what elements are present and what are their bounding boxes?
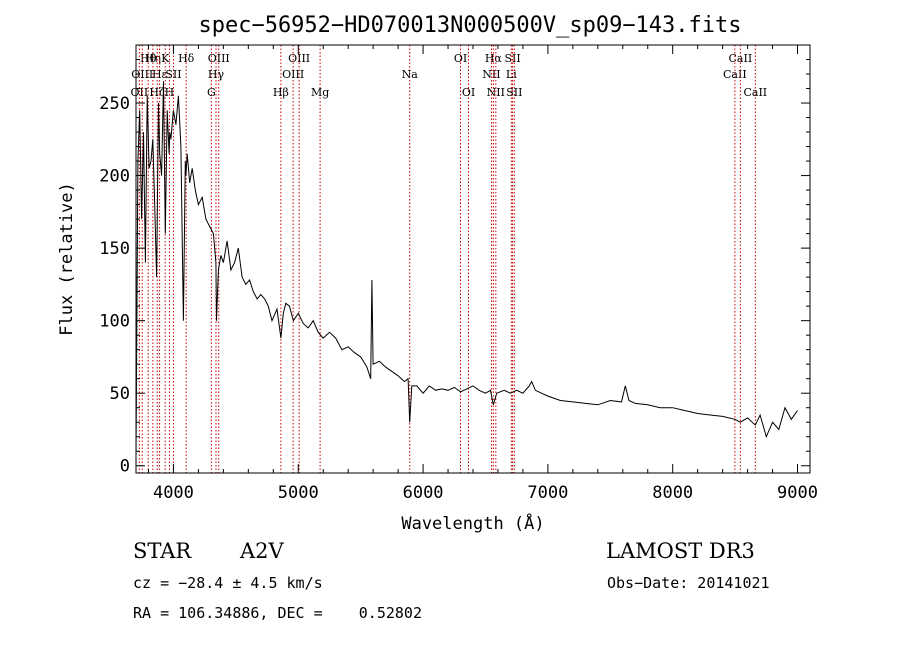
line-label: OIII [131, 68, 153, 81]
line-label: Hδ [178, 52, 195, 65]
x-axis-label: Wavelength (Å) [401, 512, 544, 534]
x-tick-label: 5000 [278, 483, 319, 503]
y-tick-label: 0 [120, 457, 130, 477]
line-label: Hζ [149, 86, 165, 99]
line-label: SII [165, 68, 181, 81]
obs-date: Obs−Date: 20141021 [607, 574, 770, 592]
line-label: OIII [282, 68, 304, 81]
line-label: K [161, 52, 170, 65]
x-tick-label: 7000 [527, 483, 568, 503]
line-label: Hη [145, 52, 161, 65]
line-label: Li [506, 68, 517, 81]
y-tick-label: 150 [99, 239, 130, 259]
line-label: OI [454, 52, 467, 65]
object-subclass: A2V [240, 539, 284, 563]
y-tick-label: 50 [110, 384, 130, 404]
y-tick-label: 250 [99, 94, 130, 114]
line-label: Hγ [208, 68, 225, 81]
line-label: G [207, 86, 216, 99]
x-tick-label: 6000 [403, 483, 444, 503]
chart-title: spec−56952−HD070013N000500V_sp09−143.fit… [198, 13, 741, 38]
line-label: Mg [311, 86, 329, 99]
line-label: NII [482, 68, 500, 81]
y-tick-label: 200 [99, 167, 130, 187]
line-label: Hθ [140, 52, 157, 65]
line-label: Hε [152, 68, 168, 81]
line-label: NII [487, 86, 505, 99]
x-tick-label: 9000 [777, 483, 818, 503]
line-label: SII [504, 52, 520, 65]
spectrum-line [135, 81, 798, 459]
line-label: CaII [743, 86, 767, 99]
plot-frame [135, 44, 811, 474]
line-label: OIII [208, 52, 230, 65]
line-label: OII [131, 86, 149, 99]
redshift-cz: cz = −28.4 ± 4.5 km/s [133, 574, 323, 592]
survey-name: LAMOST DR3 [606, 539, 755, 563]
line-label: SII [506, 86, 522, 99]
line-label: OIII [288, 52, 310, 65]
x-tick-label: 4000 [153, 483, 194, 503]
line-label: Na [402, 68, 419, 81]
y-axis-label: Flux (relative) [57, 182, 77, 336]
line-label: CaII [729, 52, 753, 65]
line-label: Hβ [273, 86, 289, 99]
y-tick-label: 100 [99, 312, 130, 332]
line-label: CaII [723, 68, 747, 81]
object-class: STAR [133, 539, 192, 563]
ra-dec: RA = 106.34886, DEC = 0.52802 [133, 604, 422, 622]
line-label: OI [462, 86, 475, 99]
x-tick-label: 8000 [652, 483, 693, 503]
line-label: H [165, 86, 175, 99]
line-label: Hα [485, 52, 503, 65]
